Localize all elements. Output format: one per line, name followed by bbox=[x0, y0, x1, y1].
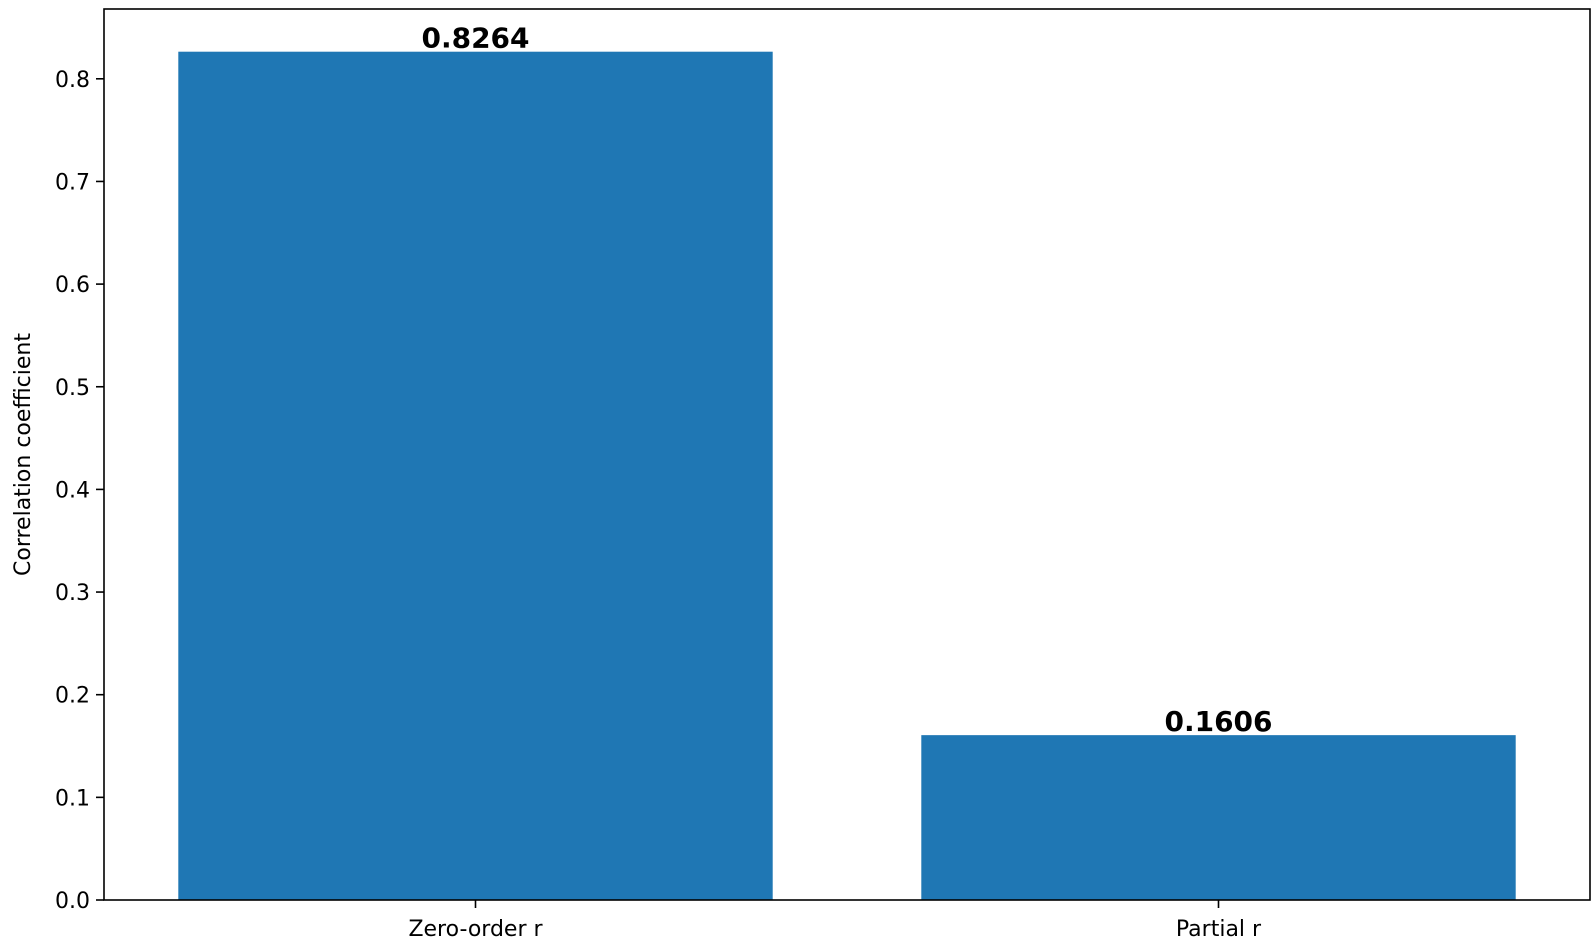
y-tick-label: 0.7 bbox=[55, 170, 90, 195]
bar-0 bbox=[178, 51, 773, 900]
x-tick-label: Partial r bbox=[1176, 917, 1262, 942]
y-axis-ticks: 0.0 0.1 0.2 0.3 0.4 0.5 0.6 0.7 0.8 bbox=[55, 68, 104, 914]
y-tick-label: 0.8 bbox=[55, 68, 90, 93]
y-tick-label: 0.6 bbox=[55, 273, 90, 298]
bar-value-label-1: 0.1606 bbox=[1164, 705, 1272, 738]
y-tick-label: 0.3 bbox=[55, 581, 90, 606]
bar-value-label-0: 0.8264 bbox=[421, 22, 529, 55]
bars-layer bbox=[178, 51, 1516, 900]
x-axis-ticks: Zero-order r Partial r bbox=[408, 900, 1262, 942]
y-tick-label: 0.1 bbox=[55, 786, 90, 811]
y-tick-label: 0.5 bbox=[55, 376, 90, 401]
plot-frame bbox=[103, 8, 1591, 901]
y-tick-label: 0.2 bbox=[55, 684, 90, 709]
bar-data-labels: 0.8264 0.1606 bbox=[421, 22, 1272, 738]
bar-1 bbox=[921, 735, 1516, 900]
x-tick-label: Zero-order r bbox=[408, 917, 543, 942]
y-axis-label: Correlation coefficient bbox=[11, 333, 36, 576]
y-tick-label: 0.4 bbox=[55, 478, 90, 503]
y-tick-label: 0.0 bbox=[55, 889, 90, 914]
